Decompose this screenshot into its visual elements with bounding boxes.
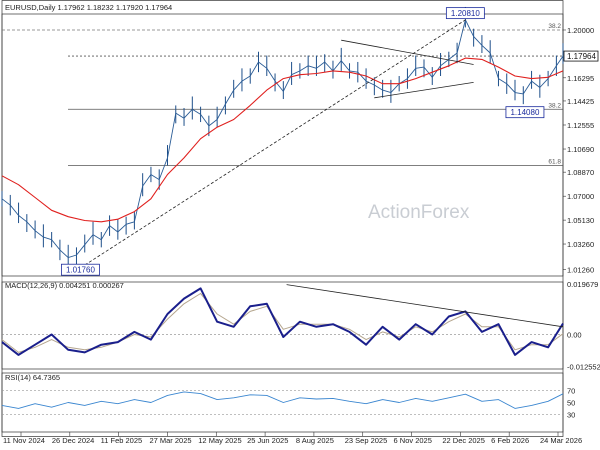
time-axis-tick-label: 6 Feb 2026 [491,436,529,445]
price-trendline [76,14,474,271]
price-axis-tick-label: 1.16295 [567,74,594,83]
price-axis-tick-label: 1.05130 [567,216,594,225]
time-axis-tick-label: 11 Nov 2024 [3,436,45,445]
macd-trendline [286,284,564,328]
macd-axis-tick-label: -0.012552 [567,363,600,372]
fib-level-label: 38.2 [548,102,561,109]
axis-labels: 1.01260 1.03260 1.05130 1.07000 1.08870 1.106… [3,26,600,445]
price-panel-title: EURUSD,Daily 1.17962 1.18232 1.17920 1.1… [5,3,172,12]
price-axis-tick-label: 1.01260 [567,266,594,275]
price-level-box [445,7,485,20]
chart-panels [1,0,564,437]
high-price-label: 1.20810 [451,9,480,18]
fib-level-label: 61.8 [548,159,561,166]
price-axis-tick-label: 1.03260 [567,240,594,249]
macd-series [1,287,564,356]
chart-frame [1,0,564,437]
rsi-panel-title: RSI(14) 64.7365 [5,373,60,382]
time-axis-tick-label: 24 Mar 2026 [540,436,582,445]
price-level-box [505,106,545,119]
price-line [1,19,564,259]
time-axis-tick-label: 12 May 2025 [198,436,241,445]
price-axis-tick-label: 1.12555 [567,121,594,130]
macd-line [1,287,564,356]
rsi-axis-tick-label: 50 [567,399,575,408]
macd-panel [1,281,564,370]
annotation-labels: 1.20810 1.01760 1.14080 38.2 38.2 61.8 [61,7,561,276]
trendlines [76,14,564,328]
time-axis-tick-label: 23 Sep 2025 [345,436,388,445]
time-axis-tick-label: 11 Feb 2025 [101,436,143,445]
macd-panel-title: MACD(12,26,9) 0.004251 0.000267 [5,281,124,290]
rsi-axis-tick-label: 70 [567,387,575,396]
macd-axis-tick-label: 0.00 [567,330,582,339]
price-axis-tick-label: 1.08870 [567,168,594,177]
rsi-series [1,390,564,415]
macd-axis-tick-label: 0.019679 [567,280,598,289]
price-series [1,6,564,266]
moving-average-line [1,57,564,223]
price-trendline [341,39,474,65]
fib-level-label: 38.2 [548,23,561,30]
rsi-axis-tick-label: 30 [567,410,575,419]
low-price-label: 1.01760 [66,266,95,275]
price-axis-tick-label: 1.10690 [567,145,594,154]
last-price-box [563,50,599,62]
price-axis-tick-label: 1.14425 [567,97,594,106]
time-axis-tick-label: 6 Nov 2025 [394,436,432,445]
rsi-line [1,391,564,409]
time-axis-tick-label: 8 Aug 2025 [296,436,334,445]
time-axis-tick-label: 26 Dec 2024 [52,436,95,445]
price-trendline [374,82,474,99]
price-axis-tick-label: 1.07000 [567,192,594,201]
price-panel [1,13,564,277]
watermark: ActionForex [368,202,470,223]
price-axis-tick-label: 1.17964 [567,52,596,61]
time-axis-tick-label: 27 Mar 2025 [149,436,191,445]
price-horizontal-levels [2,29,563,166]
time-axis-tick-label: 25 Jun 2025 [247,436,288,445]
low-price-label: 1.14080 [510,108,539,117]
time-axis-tick-label: 22 Dec 2025 [442,436,485,445]
price-axis-tick-label: 1.20000 [567,26,594,35]
price-level-box [61,263,100,276]
